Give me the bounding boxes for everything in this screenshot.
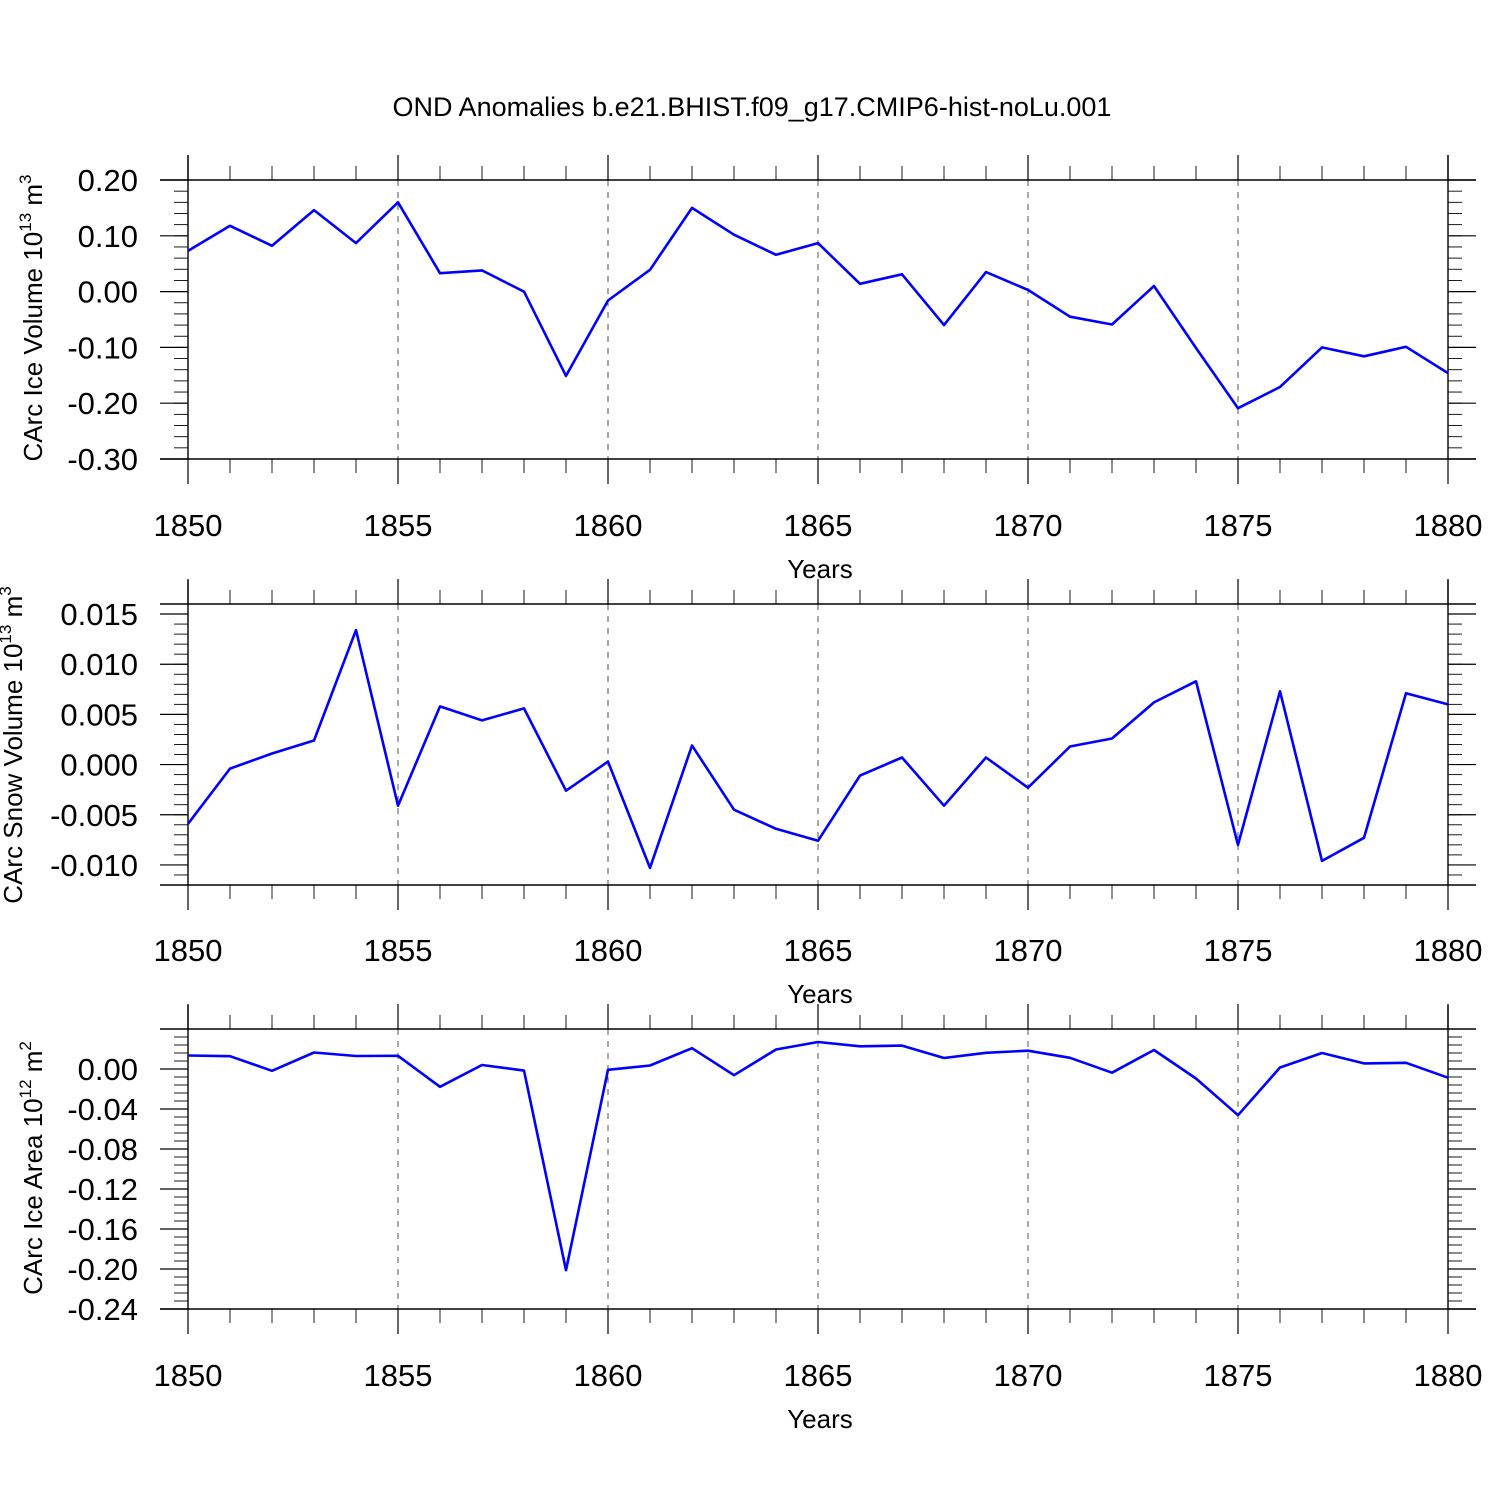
- x-tick-label: 1880: [1414, 933, 1483, 968]
- y-tick-label: -0.30: [67, 442, 138, 477]
- x-axis-label: Years: [787, 979, 853, 1009]
- x-tick-label: 1880: [1414, 508, 1483, 543]
- x-tick-label: 1880: [1414, 1358, 1483, 1393]
- x-tick-label: 1860: [574, 933, 643, 968]
- y-axis-label: CArc Ice Area 1012 m2: [16, 1041, 48, 1295]
- x-tick-label: 1855: [364, 508, 433, 543]
- y-axis-label: CArc Ice Volume 1013 m3: [16, 174, 48, 461]
- data-series-line: [187, 201, 1449, 410]
- x-tick-label: 1875: [1204, 508, 1273, 543]
- x-tick-label: 1865: [784, 933, 853, 968]
- x-tick-label: 1850: [154, 933, 223, 968]
- y-tick-label: -0.005: [50, 798, 138, 833]
- y-tick-label: 0.10: [78, 219, 138, 254]
- x-tick-label: 1875: [1204, 933, 1273, 968]
- x-tick-label: 1865: [784, 1358, 853, 1393]
- y-tick-label: -0.010: [50, 848, 138, 883]
- y-tick-label: 0.20: [78, 163, 138, 198]
- y-tick-label: 0.00: [78, 1052, 138, 1087]
- panel-ice-area: 1850 1855 1860 1865 1870 1875 1880 0.00 -0.04 -0.…: [16, 1004, 1482, 1434]
- x-tick-label: 1870: [994, 933, 1063, 968]
- y-tick-label: 0.000: [60, 748, 138, 783]
- y-tick-label: -0.20: [67, 386, 138, 421]
- chart-title: OND Anomalies b.e21.BHIST.f09_g17.CMIP6-…: [393, 92, 1112, 122]
- y-tick-label: 0.015: [60, 597, 138, 632]
- y-axis-label: CArc Snow Volume 1013 m3: [0, 586, 28, 903]
- y-tick-label: 0.00: [78, 275, 138, 310]
- panel-ice-volume: 1850 1855 1860 1865 1870 1875 1880 0.20 0.10 0.00…: [16, 155, 1482, 584]
- y-tick-label: -0.24: [67, 1292, 138, 1327]
- x-tick-label: 1855: [364, 933, 433, 968]
- x-tick-label: 1855: [364, 1358, 433, 1393]
- y-tick-label: -0.16: [67, 1212, 138, 1247]
- x-tick-label: 1860: [574, 1358, 643, 1393]
- y-tick-label: 0.005: [60, 697, 138, 732]
- y-tick-label: -0.04: [67, 1092, 138, 1127]
- x-tick-label: 1865: [784, 508, 853, 543]
- y-tick-label: -0.10: [67, 330, 138, 365]
- data-series-line: [186, 628, 1449, 870]
- panel-snow-volume: 1850 1855 1860 1865 1870 1875 1880 0.015 0.010 0.…: [0, 579, 1482, 1009]
- x-tick-label: 1870: [994, 508, 1063, 543]
- y-tick-label: 0.010: [60, 647, 138, 682]
- x-tick-label: 1875: [1204, 1358, 1273, 1393]
- x-tick-label: 1860: [574, 508, 643, 543]
- x-axis-label: Years: [787, 554, 853, 584]
- data-series-line: [187, 1040, 1449, 1272]
- y-tick-label: -0.12: [67, 1172, 138, 1207]
- x-tick-label: 1870: [994, 1358, 1063, 1393]
- y-tick-label: -0.08: [67, 1132, 138, 1167]
- x-tick-label: 1850: [154, 508, 223, 543]
- y-tick-label: -0.20: [67, 1252, 138, 1287]
- x-tick-label: 1850: [154, 1358, 223, 1393]
- x-axis-label: Years: [787, 1404, 853, 1434]
